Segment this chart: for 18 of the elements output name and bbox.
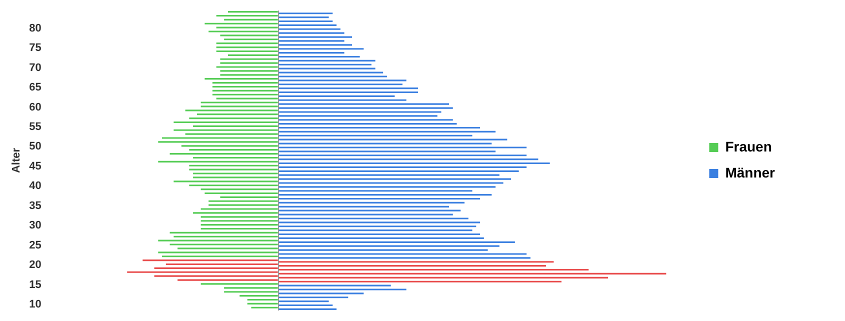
y-tick-label: 35: [29, 200, 42, 212]
y-tick-label: 10: [29, 298, 42, 311]
y-tick-label: 60: [29, 101, 42, 114]
y-tick-label: 25: [29, 239, 42, 252]
y-tick-label: 50: [29, 140, 42, 153]
y-tick-label: 20: [29, 259, 42, 272]
y-tick-label: 55: [29, 121, 42, 133]
y-tick-label: 75: [29, 42, 42, 54]
y-tick-label: 65: [29, 82, 42, 94]
y-tick-label: 40: [29, 180, 42, 192]
legend-label: Männer: [725, 164, 776, 180]
y-tick-label: 15: [29, 278, 42, 291]
y-tick-label: 80: [29, 22, 42, 34]
y-axis-title: Alter: [10, 147, 23, 174]
legend-label: Frauen: [725, 138, 772, 154]
y-tick-label: 30: [29, 220, 42, 232]
y-tick-label: 70: [29, 62, 42, 74]
y-tick-label: 45: [29, 160, 42, 172]
